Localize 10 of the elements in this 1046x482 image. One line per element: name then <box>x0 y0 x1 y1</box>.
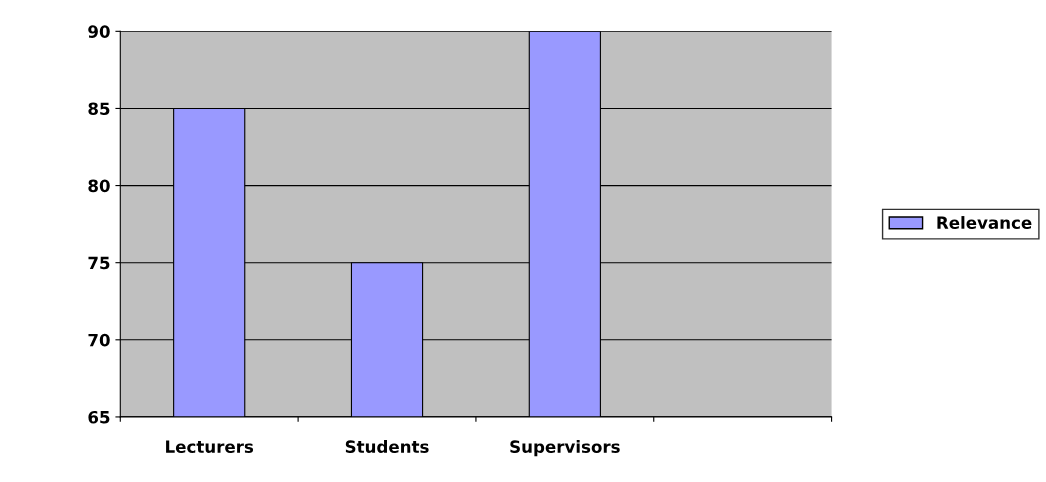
y-tick-label: 90 <box>88 25 110 38</box>
y-tick-label: 65 <box>88 410 110 424</box>
x-tick-label: Students <box>345 440 429 453</box>
legend-label: Relevance <box>937 216 1032 229</box>
y-tick-label: 70 <box>88 333 110 347</box>
x-tick-label: Lecturers <box>166 440 254 453</box>
y-tick-label: 75 <box>88 256 110 270</box>
x-tick-label: Supervisors <box>510 440 620 457</box>
y-tick-label: 80 <box>88 179 110 193</box>
y-tick-label: 85 <box>88 102 110 116</box>
